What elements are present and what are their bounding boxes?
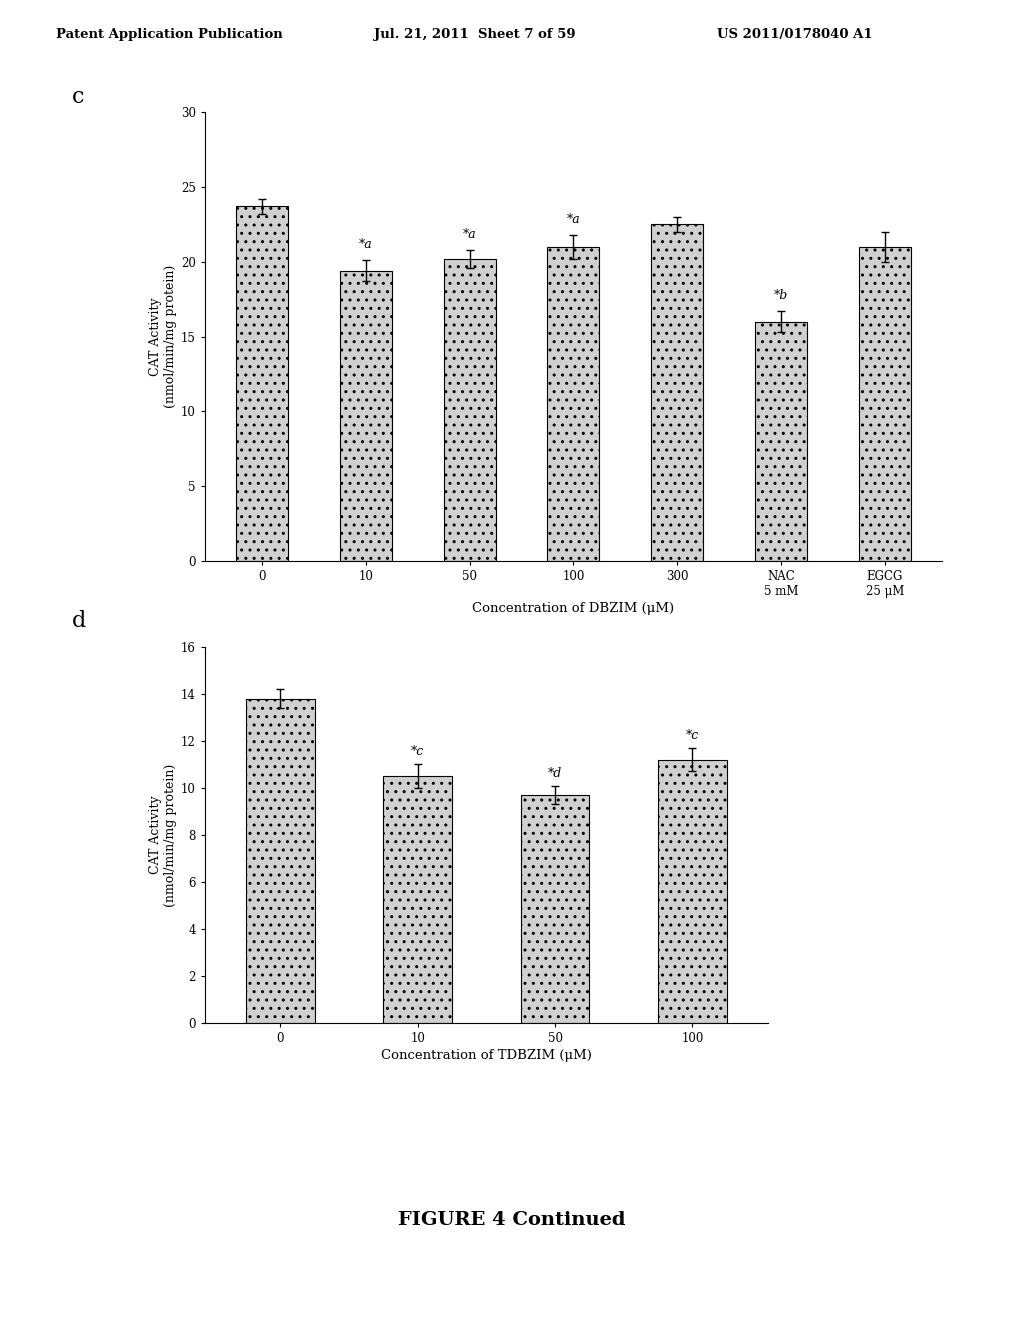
Y-axis label: CAT Activity
(nmol/min/mg protein): CAT Activity (nmol/min/mg protein) (148, 763, 177, 907)
X-axis label: Concentration of DBZIM (μM): Concentration of DBZIM (μM) (472, 602, 675, 615)
Text: *a: *a (358, 239, 373, 251)
Bar (340, 271, 392, 561)
Text: Jul. 21, 2011  Sheet 7 of 59: Jul. 21, 2011 Sheet 7 of 59 (374, 28, 575, 41)
Text: *c: *c (686, 729, 699, 742)
X-axis label: Concentration of TDBZIM (μM): Concentration of TDBZIM (μM) (381, 1049, 592, 1063)
Bar (755, 322, 807, 561)
Text: *a: *a (566, 213, 581, 226)
Bar (548, 247, 599, 561)
Bar (521, 795, 590, 1023)
Bar (651, 224, 703, 561)
Bar (246, 698, 314, 1023)
Y-axis label: CAT Activity
(nmol/min/mg protein): CAT Activity (nmol/min/mg protein) (148, 265, 176, 408)
Text: *a: *a (463, 228, 476, 240)
Text: *b: *b (774, 289, 788, 302)
Bar (859, 247, 911, 561)
Bar (383, 776, 452, 1023)
Text: c: c (72, 86, 84, 108)
Text: *c: *c (411, 746, 424, 759)
Text: *d: *d (548, 767, 562, 780)
Text: d: d (72, 610, 86, 632)
Text: FIGURE 4 Continued: FIGURE 4 Continued (398, 1210, 626, 1229)
Text: Patent Application Publication: Patent Application Publication (56, 28, 283, 41)
Bar (658, 759, 727, 1023)
Text: US 2011/0178040 A1: US 2011/0178040 A1 (717, 28, 872, 41)
Bar (236, 206, 288, 561)
Bar (443, 259, 496, 561)
